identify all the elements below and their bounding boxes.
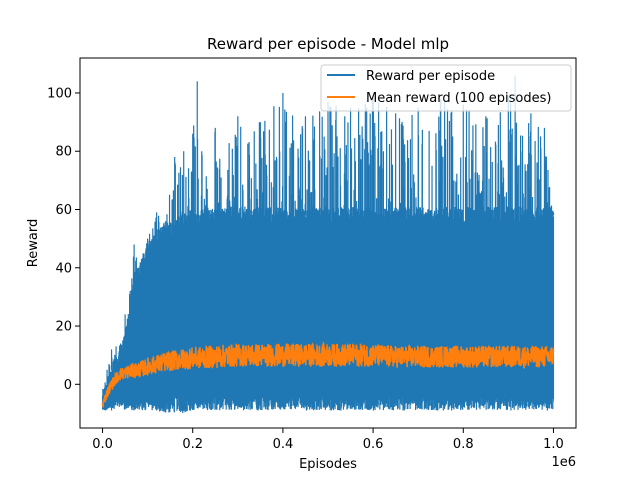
y-tick-label: 0 — [64, 378, 72, 393]
x-axis: 0.0 0.2 0.4 0.6 0.8 1.0 — [92, 428, 564, 452]
x-tick-label: 1.0 — [543, 437, 564, 452]
y-tick-label: 80 — [55, 145, 72, 160]
chart-title: Reward per episode - Model mlp — [207, 35, 449, 53]
legend-box — [320, 64, 572, 112]
y-tick-label: 20 — [55, 320, 72, 335]
axes-frame — [79, 57, 577, 429]
x-tick-label: 0.0 — [92, 437, 113, 452]
x-tick-label: 0.8 — [453, 437, 474, 452]
y-tick-label: 60 — [55, 203, 72, 218]
legend: Reward per episode Mean reward (100 epis… — [320, 64, 572, 112]
legend-label-reward-per-episode: Reward per episode — [366, 69, 495, 84]
y-axis-label: Reward — [26, 219, 41, 267]
y-tick-label: 40 — [55, 261, 72, 276]
y-axis: 0 20 40 60 80 100 — [47, 86, 80, 393]
x-tick-label: 0.4 — [273, 437, 294, 452]
mean-reward-line — [101, 340, 555, 408]
x-tick-label: 0.6 — [363, 437, 384, 452]
x-axis-label: Episodes — [299, 457, 357, 472]
plot-area — [101, 75, 555, 414]
series-mean-reward — [101, 340, 555, 408]
x-tick-label: 0.2 — [182, 437, 203, 452]
y-tick-label: 100 — [47, 86, 72, 101]
x-axis-scale-label: 1e6 — [551, 455, 576, 470]
legend-label-mean-reward: Mean reward (100 episodes) — [366, 91, 551, 106]
